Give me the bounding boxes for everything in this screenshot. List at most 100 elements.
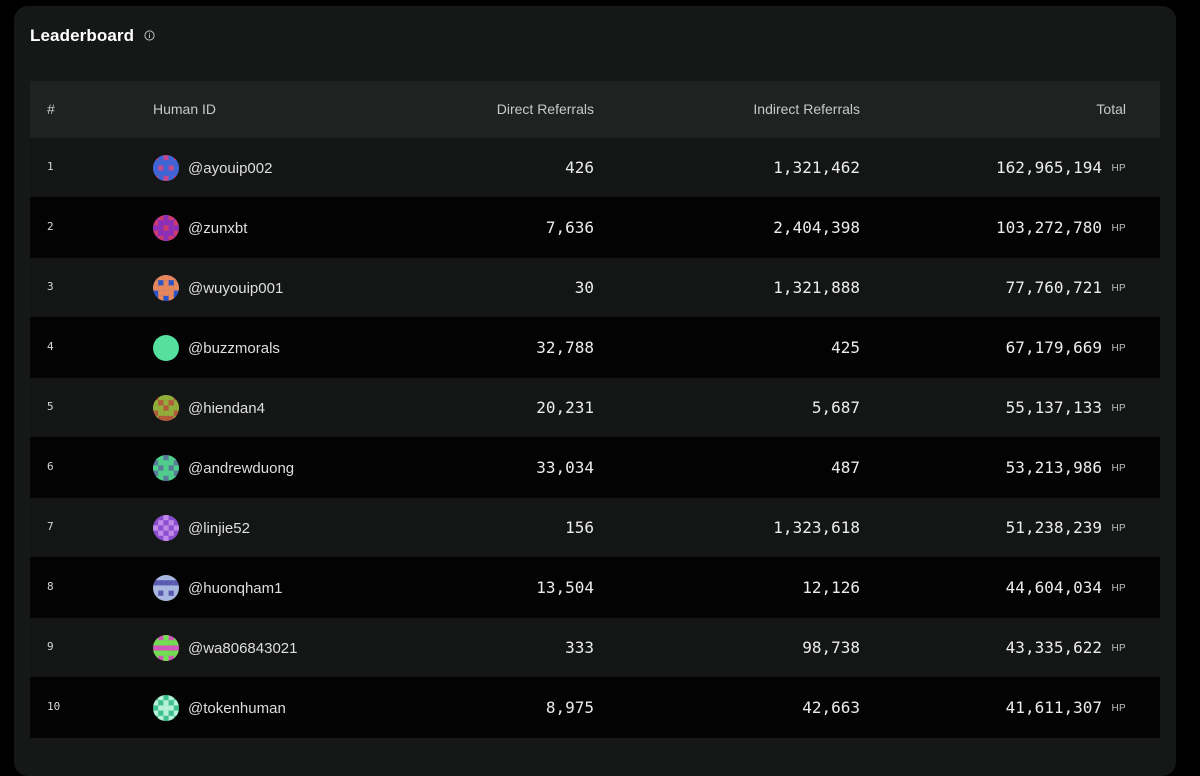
total-unit: HP [1111, 223, 1126, 234]
rank-cell: 9 [47, 640, 54, 653]
avatar [153, 155, 179, 181]
human-id-cell[interactable]: @tokenhuman [153, 695, 286, 721]
avatar [153, 575, 179, 601]
total-unit: HP [1111, 583, 1126, 594]
human-id-cell[interactable]: @ayouip002 [153, 155, 272, 181]
direct-referrals-value: 333 [565, 638, 594, 657]
human-id-handle[interactable]: @huonqham1 [188, 579, 283, 597]
indirect-referrals-value: 1,321,462 [773, 158, 860, 177]
total-unit: HP [1111, 463, 1126, 474]
direct-referrals-value: 33,034 [536, 458, 594, 477]
indirect-referrals-value: 5,687 [811, 398, 860, 417]
human-id-cell[interactable]: @buzzmorals [153, 335, 280, 361]
leaderboard-header: Leaderboard [30, 24, 155, 48]
total-unit: HP [1111, 343, 1126, 354]
table-row[interactable]: 3 @wuyouip001 30 1,321,888 77,760,721 HP [30, 258, 1160, 318]
rank-cell: 6 [47, 460, 54, 473]
direct-referrals-value: 13,504 [536, 578, 594, 597]
direct-referrals-value: 156 [565, 518, 594, 537]
indirect-referrals-value: 12,126 [802, 578, 860, 597]
direct-referrals-value: 426 [565, 158, 594, 177]
column-header-rank: # [47, 101, 55, 117]
human-id-handle[interactable]: @buzzmorals [188, 339, 280, 357]
human-id-handle[interactable]: @tokenhuman [188, 699, 286, 717]
total-unit: HP [1111, 523, 1126, 534]
human-id-handle[interactable]: @ayouip002 [188, 159, 273, 177]
direct-referrals-value: 32,788 [536, 338, 594, 357]
total-unit: HP [1111, 643, 1126, 654]
total-value: 77,760,721 [1005, 278, 1102, 297]
table-row[interactable]: 7 @linjie52 156 1,323,618 51,238,239 HP [30, 498, 1160, 558]
human-id-cell[interactable]: @zunxbt [153, 215, 247, 241]
human-id-handle[interactable]: @hiendan4 [188, 399, 265, 417]
table-row[interactable]: 6 @andrewduong 33,034 487 53,213,986 HP [30, 438, 1160, 498]
rank-cell: 7 [47, 520, 54, 533]
direct-referrals-value: 7,636 [545, 218, 594, 237]
total-value: 67,179,669 [1005, 338, 1102, 357]
total-value: 53,213,986 [1005, 458, 1102, 477]
total-value: 43,335,622 [1005, 638, 1102, 657]
avatar [153, 275, 179, 301]
indirect-referrals-value: 425 [831, 338, 860, 357]
human-id-handle[interactable]: @zunxbt [188, 219, 248, 237]
direct-referrals-value: 30 [574, 278, 594, 297]
avatar [153, 455, 179, 481]
total-unit: HP [1111, 163, 1126, 174]
column-header-direct-referrals: Direct Referrals [496, 101, 594, 117]
info-icon[interactable] [144, 29, 155, 41]
rank-cell: 10 [47, 700, 61, 713]
human-id-handle[interactable]: @linjie52 [188, 519, 250, 537]
avatar [153, 395, 179, 421]
table-header-row: # Human ID Direct Referrals Indirect Ref… [30, 81, 1160, 138]
total-value: 162,965,194 [996, 158, 1102, 177]
rank-cell: 8 [47, 580, 54, 593]
total-value: 44,604,034 [1005, 578, 1102, 597]
human-id-cell[interactable]: @wa806843021 [153, 635, 297, 661]
avatar [153, 635, 179, 661]
page-title: Leaderboard [30, 26, 135, 45]
avatar [153, 695, 179, 721]
total-value: 41,611,307 [1005, 698, 1102, 717]
total-value: 103,272,780 [996, 218, 1102, 237]
human-id-handle[interactable]: @wuyouip001 [188, 279, 284, 297]
indirect-referrals-value: 1,321,888 [773, 278, 860, 297]
avatar [153, 515, 179, 541]
human-id-cell[interactable]: @hiendan4 [153, 395, 265, 421]
rank-cell: 1 [47, 160, 54, 173]
total-unit: HP [1111, 403, 1126, 414]
leaderboard-panel: Leaderboard # Human ID Direct Referrals … [14, 6, 1176, 776]
avatar [153, 215, 179, 241]
avatar [153, 335, 179, 361]
direct-referrals-value: 8,975 [545, 698, 594, 717]
total-unit: HP [1111, 283, 1126, 294]
table-body: 1 @ayouip002 426 1,321,462 162,965,194 HP 2 @zu… [30, 138, 1160, 738]
rank-cell: 2 [47, 220, 54, 233]
indirect-referrals-value: 42,663 [802, 698, 860, 717]
total-value: 55,137,133 [1005, 398, 1102, 417]
human-id-cell[interactable]: @wuyouip001 [153, 275, 283, 301]
table-row[interactable]: 10 @tokenhuman 8,975 42,663 41,611,307 HP [30, 678, 1160, 738]
human-id-cell[interactable]: @linjie52 [153, 515, 250, 541]
table-row[interactable]: 1 @ayouip002 426 1,321,462 162,965,194 HP [30, 138, 1160, 198]
human-id-cell[interactable]: @andrewduong [153, 455, 294, 481]
indirect-referrals-value: 487 [831, 458, 860, 477]
table-row[interactable]: 8 @huonqham1 13,504 12,126 44,604,034 HP [30, 558, 1160, 618]
column-header-indirect-referrals: Indirect Referrals [753, 101, 860, 117]
indirect-referrals-value: 2,404,398 [773, 218, 860, 237]
human-id-handle[interactable]: @wa806843021 [188, 639, 298, 657]
leaderboard-table: # Human ID Direct Referrals Indirect Ref… [30, 81, 1160, 738]
column-header-total: Total [1096, 101, 1126, 117]
rank-cell: 5 [47, 400, 54, 413]
table-row[interactable]: 9 @wa806843021 333 98,738 43,335,622 HP [30, 618, 1160, 678]
column-header-human-id: Human ID [153, 101, 217, 117]
table-row[interactable]: 2 @zunxbt 7,636 2,404,398 103,272,780 HP [30, 198, 1160, 258]
direct-referrals-value: 20,231 [536, 398, 594, 417]
human-id-handle[interactable]: @andrewduong [188, 459, 295, 477]
table-row[interactable]: 5 @hiendan4 20,231 5,687 55,137,133 HP [30, 378, 1160, 438]
indirect-referrals-value: 98,738 [802, 638, 860, 657]
indirect-referrals-value: 1,323,618 [773, 518, 860, 537]
human-id-cell[interactable]: @huonqham1 [153, 575, 282, 601]
table-row[interactable]: 4 @buzzmorals 32,788 425 67,179,669 HP [30, 318, 1160, 378]
rank-cell: 4 [47, 340, 54, 353]
total-unit: HP [1111, 703, 1126, 714]
